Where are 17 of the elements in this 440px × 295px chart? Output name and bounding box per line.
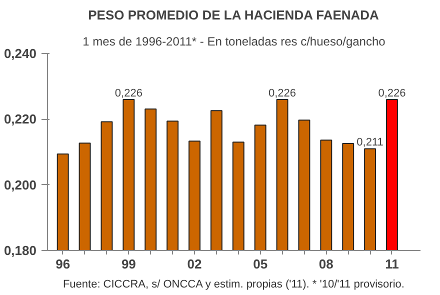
data-label: 0,226	[378, 87, 406, 100]
x-tick-label: 05	[253, 256, 268, 272]
y-tick-label: 0,240	[4, 46, 37, 61]
y-tick-label: 0,180	[4, 243, 37, 258]
data-label: 0,226	[114, 87, 142, 100]
chart-subtitle: 1 mes de 1996-2011* - En toneladas res c/hueso/gancho	[82, 34, 386, 48]
x-tick-label: 08	[318, 256, 334, 272]
x-tick-label: 96	[56, 256, 70, 272]
y-tick-label: 0,200	[4, 177, 37, 192]
chart-title: PESO PROMEDIO DE LA HACIENDA FAENADA	[88, 8, 380, 22]
y-tick-label: 0,220	[4, 112, 37, 127]
x-tick-label: 02	[187, 256, 202, 272]
x-tick-label: 11	[385, 256, 399, 272]
source-note: Fuente: CICCRA, s/ ONCCA y estim. propias ('11). * '10/'11 provisorio.	[62, 278, 404, 290]
data-label: 0,226	[268, 87, 296, 100]
data-label: 0,211	[356, 136, 384, 149]
x-tick-label: 99	[121, 256, 136, 272]
